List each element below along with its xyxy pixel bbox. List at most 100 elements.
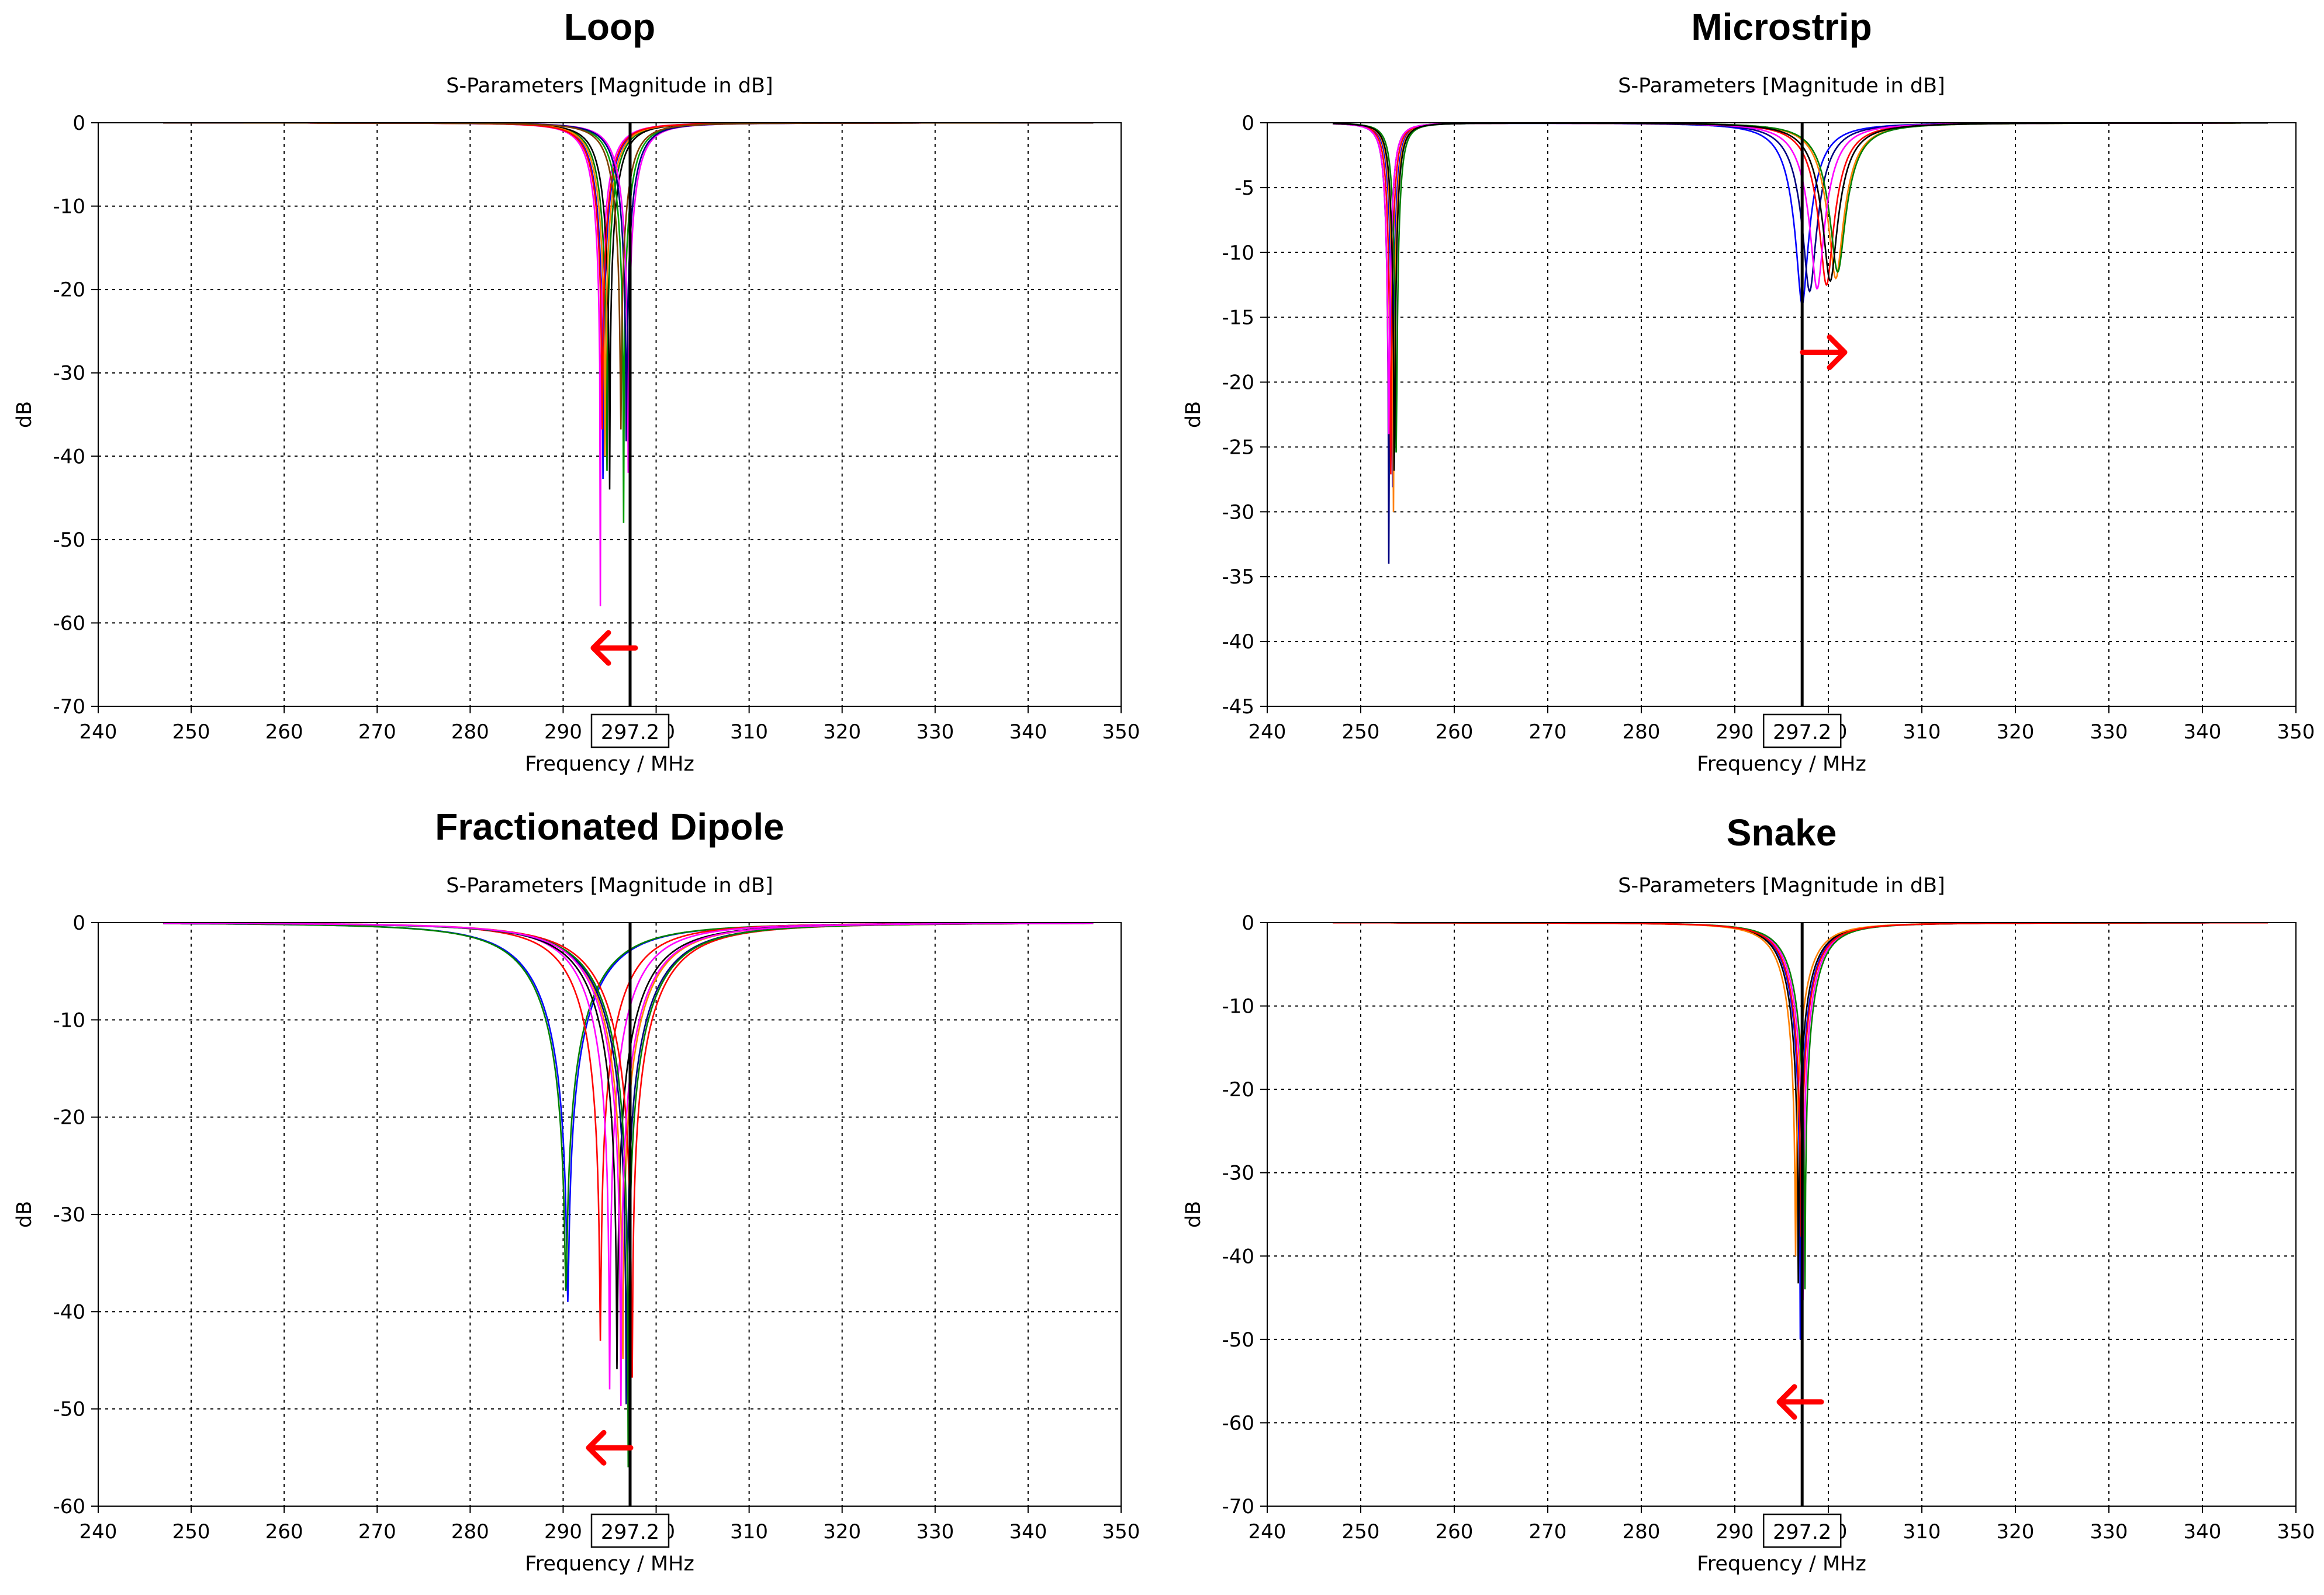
x-tick-label: 250 — [1342, 720, 1380, 744]
y-tick-label: -5 — [1234, 177, 1254, 200]
grid-lines — [98, 123, 1121, 706]
x-tick-label: 330 — [2090, 720, 2128, 744]
x-tick-label: 240 — [1249, 720, 1286, 744]
y-axis-label: dB — [1182, 401, 1205, 428]
y-axis-label: dB — [1182, 1201, 1205, 1228]
y-tick-label: -50 — [1222, 1328, 1254, 1352]
x-tick-label: 330 — [916, 720, 954, 744]
y-tick-label: -20 — [53, 1106, 85, 1130]
x-tick-label: 270 — [1529, 720, 1567, 744]
series-group — [163, 923, 1094, 1468]
x-tick-label: 330 — [2090, 1520, 2128, 1544]
y-axis-label: dB — [13, 401, 36, 428]
x-tick-label: 310 — [730, 720, 768, 744]
chart-subtitle: S-Parameters [Magnitude in dB] — [446, 74, 773, 98]
x-tick-label: 310 — [1903, 1520, 1941, 1544]
x-tick-label: 340 — [1009, 720, 1047, 744]
grid-lines — [1267, 123, 2296, 706]
chart-title: Microstrip — [1691, 6, 1872, 48]
grid-lines — [1267, 923, 2296, 1506]
y-tick-label: -20 — [53, 278, 85, 302]
x-tick-label: 280 — [1623, 1520, 1661, 1544]
chart-title: Fractionated Dipole — [435, 806, 784, 848]
chart-panel-fractionated-dipole: Fractionated Dipole S-Parameters [Magnitu… — [13, 806, 1140, 1576]
y-tick-label: -40 — [1222, 630, 1254, 654]
x-tick-label: 270 — [358, 1520, 396, 1544]
y-tick-label: -20 — [1222, 371, 1254, 395]
y-axis-label: dB — [13, 1201, 36, 1228]
y-tick-label: -30 — [53, 1203, 85, 1227]
frequency-marker-box — [1762, 713, 1842, 748]
y-tick-label: 0 — [72, 112, 85, 135]
x-tick-label: 290 — [1716, 1520, 1754, 1544]
x-tick-label: 250 — [172, 1520, 210, 1544]
y-tick-label: -30 — [53, 362, 85, 385]
y-tick-label: 0 — [1241, 912, 1254, 935]
x-tick-label: 340 — [2184, 1520, 2222, 1544]
x-tick-label: 330 — [916, 1520, 954, 1544]
y-tick-label: -50 — [53, 1398, 85, 1421]
frequency-marker-box — [590, 713, 670, 748]
x-tick-label: 290 — [1716, 720, 1754, 744]
x-tick-label: 270 — [358, 720, 396, 744]
y-tick-label: -40 — [53, 445, 85, 468]
shift-arrow-icon — [586, 1430, 634, 1466]
plot-frame — [1267, 922, 2297, 1507]
y-tick-label: 0 — [72, 912, 85, 935]
y-tick-label: -10 — [53, 1009, 85, 1032]
series-line-10 — [163, 923, 1094, 1406]
frequency-marker-box — [590, 1513, 670, 1548]
frequency-marker-label: 297.2 — [1773, 1521, 1831, 1544]
y-tick-label: -45 — [1222, 695, 1254, 719]
x-axis-label: Frequency / MHz — [525, 752, 694, 776]
x-tick-label: 320 — [1997, 1520, 2035, 1544]
y-tick-label: -25 — [1222, 436, 1254, 459]
x-tick-label: 260 — [1436, 1520, 1474, 1544]
y-tick-label: -70 — [1222, 1495, 1254, 1518]
x-tick-label: 250 — [172, 720, 210, 744]
y-tick-label: -60 — [53, 612, 85, 635]
x-tick-label: 260 — [1436, 720, 1474, 744]
x-tick-label: 350 — [2277, 1520, 2315, 1544]
chart-panel-snake: Snake S-Parameters [Magnitude in dB] 240 25… — [1182, 812, 2315, 1576]
x-tick-label: 320 — [823, 720, 861, 744]
x-tick-label: 270 — [1529, 1520, 1567, 1544]
x-tick-label: 240 — [1249, 1520, 1286, 1544]
y-tick-label: -60 — [53, 1495, 85, 1518]
x-tick-label: 290 — [544, 1520, 582, 1544]
y-tick-label: -30 — [1222, 1162, 1254, 1185]
x-tick-label: 320 — [823, 1520, 861, 1544]
x-tick-label: 260 — [265, 720, 303, 744]
x-tick-label: 340 — [2184, 720, 2222, 744]
y-tick-label: -50 — [53, 529, 85, 552]
plot-frame — [98, 122, 1122, 707]
x-tick-label: 280 — [451, 720, 489, 744]
chart-title: Loop — [564, 6, 655, 48]
x-tick-label: 250 — [1342, 1520, 1380, 1544]
x-tick-label: 350 — [1102, 1520, 1140, 1544]
chart-panel-loop: Loop S-Parameters [Magnitude in dB] 240 250… — [13, 6, 1140, 776]
chart-subtitle: S-Parameters [Magnitude in dB] — [1618, 74, 1945, 98]
shift-arrow-icon — [1776, 1384, 1824, 1420]
chart-panel-microstrip: Microstrip S-Parameters [Magnitude in dB]… — [1182, 6, 2315, 776]
chart-title: Snake — [1727, 812, 1837, 854]
frequency-marker-label: 297.2 — [601, 721, 659, 744]
x-tick-label: 240 — [79, 1520, 117, 1544]
x-tick-label: 280 — [1623, 720, 1661, 744]
grid-lines — [98, 923, 1121, 1506]
x-axis-label: Frequency / MHz — [1697, 1552, 1866, 1576]
shift-arrow-icon — [1800, 334, 1848, 371]
x-tick-label: 280 — [451, 1520, 489, 1544]
y-tick-label: -10 — [53, 195, 85, 219]
shift-arrow-icon — [590, 630, 638, 666]
x-tick-label: 340 — [1009, 1520, 1047, 1544]
y-tick-label: -40 — [53, 1300, 85, 1324]
chart-subtitle: S-Parameters [Magnitude in dB] — [446, 874, 773, 897]
frequency-marker-label: 297.2 — [1773, 721, 1831, 744]
chart-subtitle: S-Parameters [Magnitude in dB] — [1618, 874, 1945, 897]
x-tick-label: 310 — [1903, 720, 1941, 744]
y-tick-label: -35 — [1222, 565, 1254, 589]
x-tick-label: 240 — [79, 720, 117, 744]
plot-frame — [1267, 122, 2297, 707]
